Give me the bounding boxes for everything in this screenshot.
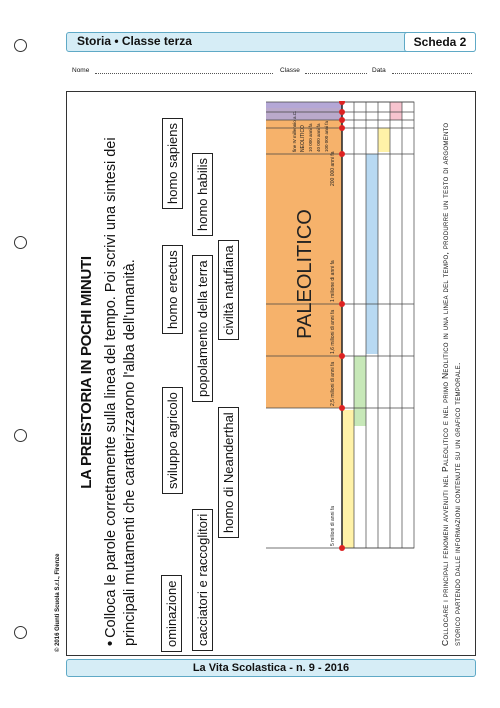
- instructions: •Colloca le parole correttamente sulla l…: [102, 96, 140, 646]
- binder-hole: [14, 39, 27, 52]
- binder-hole: [14, 236, 27, 249]
- marker-16m: [339, 353, 345, 359]
- marker-40k: [339, 117, 345, 123]
- classe-field[interactable]: [305, 73, 367, 74]
- marker-200k: [339, 151, 345, 157]
- pink-column: [390, 102, 402, 120]
- timeline: PALEOLITICO 5 milioni di anni fa 2,5 mil…: [266, 101, 415, 551]
- word-homo-sapiens[interactable]: homo sapiens: [162, 118, 183, 209]
- paleolitico-band: [266, 108, 342, 408]
- word-popolamento[interactable]: popolamento della terra: [192, 255, 213, 402]
- scheda-label: Scheda 2: [404, 32, 476, 52]
- page-header: Storia • Classe terza Scheda 2: [66, 32, 476, 52]
- word-cacciatori[interactable]: cacciatori e raccoglitori: [192, 508, 213, 651]
- blue-column: [366, 154, 378, 354]
- green-column: [354, 356, 366, 426]
- marker-1m: [339, 301, 345, 307]
- label-200k: 200 000 anni fa: [330, 151, 336, 186]
- classe-label: Classe: [280, 67, 300, 74]
- yellow-column: [342, 410, 354, 548]
- worksheet-frame: [66, 91, 476, 656]
- paleolitico-label: PALEOLITICO: [294, 209, 316, 339]
- worksheet-title: LA PREISTORIA IN POCHI MINUTI: [78, 256, 95, 489]
- nome-field[interactable]: [95, 73, 273, 74]
- word-ominazione[interactable]: ominazione: [161, 575, 182, 652]
- nome-label: Nome: [72, 67, 90, 74]
- label-5m: 5 milioni di anni fa: [330, 506, 336, 546]
- marker-ivmill: [339, 101, 345, 105]
- marker-100k: [339, 125, 345, 131]
- word-sviluppo-agricolo[interactable]: sviluppo agricolo: [162, 387, 183, 494]
- subject-label: Storia • Classe terza: [77, 34, 192, 48]
- label-40k: 40 000 anni fa: [316, 123, 321, 152]
- word-homo-erectus[interactable]: homo erectus: [162, 245, 183, 334]
- label-100k: 100 000 anni fa: [324, 120, 329, 152]
- marker-25m: [339, 405, 345, 411]
- label-25m: 2,5 milioni di anni fa: [330, 362, 336, 406]
- marker-10k: [339, 109, 345, 115]
- binder-hole: [14, 626, 27, 639]
- label-ivmill: fine IV millennio a.C.: [292, 111, 297, 152]
- label-16m: 1,6 milioni di anni fa: [330, 310, 336, 354]
- word-neanderthal[interactable]: homo di Neanderthal: [218, 407, 239, 538]
- bullet-icon: •: [103, 640, 119, 646]
- label-10k: 10 000 anni fa: [308, 123, 313, 152]
- copyright: © 2016 Giunti Scuola S.r.l., Firenze: [55, 553, 61, 652]
- neolitico-label: NEOLITICO: [300, 125, 306, 152]
- worksheet-content: LA PREISTORIA IN POCHI MINUTI •Colloca l…: [66, 91, 474, 654]
- word-civilta[interactable]: civiltà natufiana: [218, 240, 239, 340]
- label-1m: 1 milione di anni fa: [330, 260, 336, 302]
- data-field[interactable]: [392, 73, 472, 74]
- neolitico-block: [266, 102, 342, 120]
- word-homo-habilis[interactable]: homo habilis: [192, 153, 213, 236]
- objective-text: Collocare i principali fenomeni avvenuti…: [440, 122, 462, 646]
- data-label: Data: [372, 67, 386, 74]
- yellow-column-2: [378, 128, 390, 152]
- marker-5m: [339, 545, 345, 551]
- binder-hole: [14, 429, 27, 442]
- page-footer: La Vita Scolastica - n. 9 - 2016: [66, 659, 476, 677]
- instructions-text: Colloca le parole correttamente sulla li…: [103, 137, 138, 646]
